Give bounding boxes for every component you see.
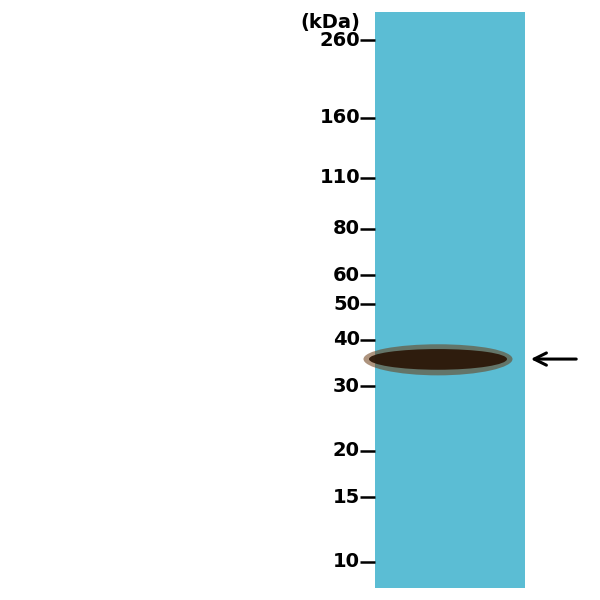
Text: 110: 110: [319, 169, 360, 187]
Text: 15: 15: [333, 488, 360, 506]
Text: (kDa): (kDa): [300, 13, 360, 32]
Text: 260: 260: [319, 31, 360, 50]
Text: 20: 20: [333, 442, 360, 460]
Bar: [375, 12, 525, 588]
Text: 40: 40: [333, 331, 360, 349]
Text: 30: 30: [333, 377, 360, 395]
Ellipse shape: [369, 349, 507, 370]
Text: 10: 10: [333, 553, 360, 571]
Ellipse shape: [364, 344, 512, 376]
Text: 50: 50: [333, 295, 360, 314]
Text: 60: 60: [333, 266, 360, 284]
Text: 80: 80: [333, 220, 360, 238]
Text: 160: 160: [319, 109, 360, 127]
